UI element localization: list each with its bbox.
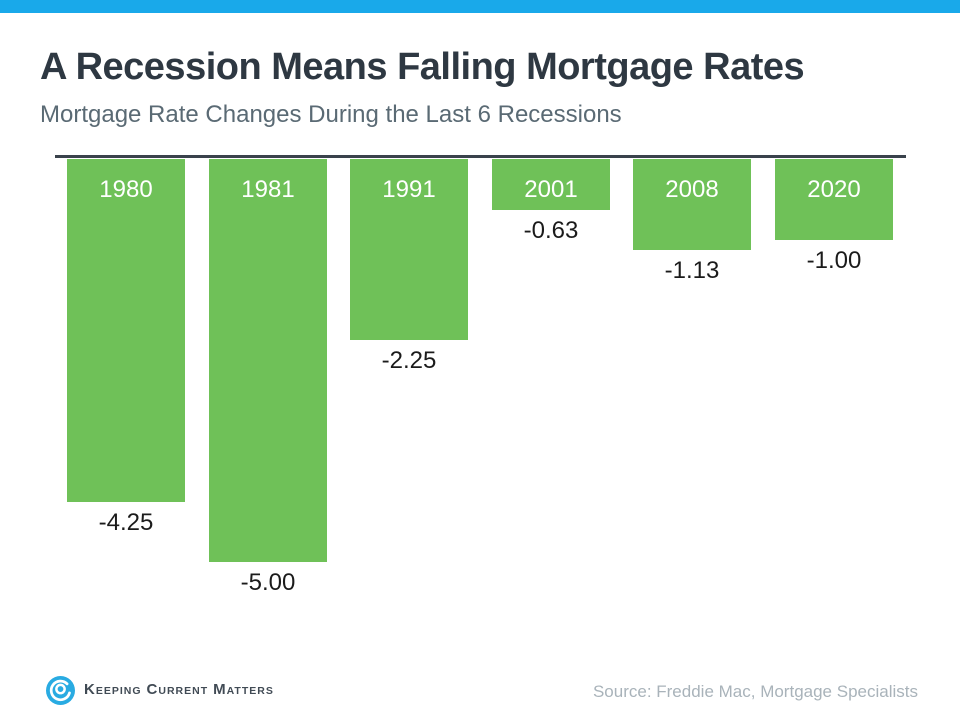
accent-top-bar (0, 0, 960, 13)
bar-1991: 1991 (350, 159, 468, 340)
bar-category-label-2001: 2001 (524, 176, 578, 203)
logo-word-matters: Matters (213, 681, 274, 698)
bar-category-label-2008: 2008 (665, 176, 719, 203)
kcm-logo-text: Keeping Current Matters (84, 681, 279, 699)
bar-category-label-2020: 2020 (807, 176, 861, 203)
zero-axis-line (55, 155, 906, 158)
bar-value-label-2020: -1.00 (806, 247, 862, 274)
bar-1980: 1980 (67, 159, 185, 502)
bar-value-label-2008: -1.13 (664, 257, 720, 284)
source-attribution: Source: Freddie Mac, Mortgage Specialist… (592, 682, 918, 701)
bar-value-label-1981: -5.00 (240, 569, 296, 596)
page-title: A Recession Means Falling Mortgage Rates (40, 46, 805, 88)
bar-1981: 1981 (209, 159, 327, 562)
bar-value-label-1980: -4.25 (98, 509, 154, 536)
bar-2008: 2008 (633, 159, 751, 250)
bar-2001: 2001 (492, 159, 610, 210)
page-subtitle: Mortgage Rate Changes During the Last 6 … (40, 101, 622, 128)
bar-value-label-1991: -2.25 (381, 347, 437, 374)
bar-category-label-1981: 1981 (241, 176, 295, 203)
kcm-logo: Keeping Current Matters (46, 674, 279, 706)
bar-value-label-2001: -0.63 (523, 217, 579, 244)
logo-word-current: Current (146, 681, 209, 698)
bar-category-label-1991: 1991 (382, 176, 436, 203)
kcm-swirl-icon (46, 675, 75, 705)
bar-category-label-1980: 1980 (99, 176, 153, 203)
bar-2020: 2020 (775, 159, 893, 240)
logo-word-keeping: Keeping (84, 681, 142, 698)
